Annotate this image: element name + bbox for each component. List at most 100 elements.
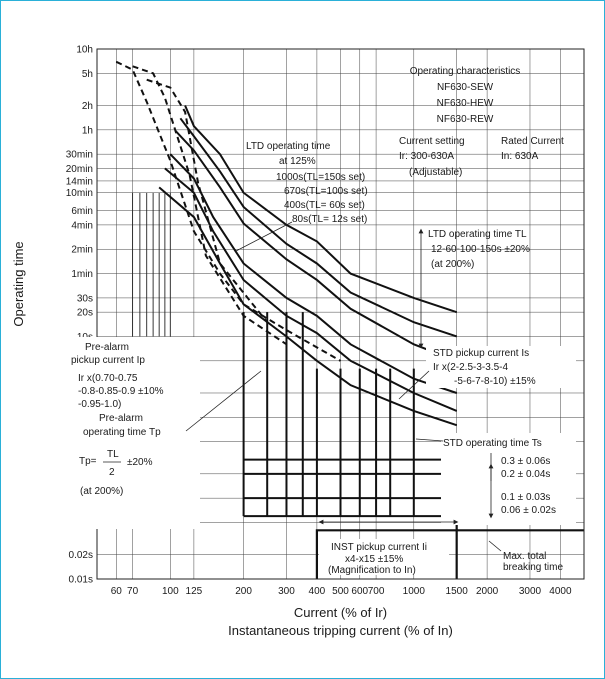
- prealarm-curve: [146, 78, 268, 323]
- prealarm-line-3: -0.95-1.0): [78, 399, 121, 410]
- ts-3: 0.1 ± 0.03s: [501, 492, 550, 503]
- y-tick-label: 10h: [76, 45, 93, 56]
- max-sub: breaking time: [503, 562, 563, 573]
- prealarm-sub: pickup current Ip: [71, 355, 145, 366]
- chart-title-line-3: NF630-HEW: [437, 98, 494, 109]
- x-tick-label: 100: [162, 586, 179, 597]
- x-axis-label: Current (% of Ir): [294, 605, 387, 620]
- y-tick-label: 6min: [71, 206, 93, 217]
- inst-box: [319, 539, 449, 575]
- plot-area: [96, 48, 585, 580]
- tp-denominator: 2: [109, 467, 115, 478]
- tp-numerator: TL: [107, 449, 119, 460]
- tp-lhs: Tp=: [79, 456, 97, 467]
- prealarm-title: Pre-alarm: [85, 342, 129, 353]
- std-pickup-title: STD pickup current Is: [433, 348, 529, 359]
- ltd-at: at 125%: [279, 156, 316, 167]
- max-breaking-annotation: Max. total breaking time: [488, 540, 563, 573]
- ts-2: 0.2 ± 0.04s: [501, 469, 550, 480]
- ltd-tl-at: (at 200%): [431, 259, 474, 270]
- x-tick-label: 2000: [476, 586, 499, 597]
- std-op-annotation: STD operating time Ts 0.3 ± 0.06s 0.2 ± …: [415, 433, 576, 525]
- std-pickup-box: [426, 346, 576, 388]
- ltd-leader: [235, 221, 293, 252]
- x-tick-label: 60: [111, 586, 123, 597]
- y-tick-label: 30s: [77, 293, 93, 304]
- x-tick-label: 70: [127, 586, 139, 597]
- std-pickup-line-2: -5-6-7-8-10) ±15%: [454, 376, 536, 387]
- ltd-annotation: LTD operating time at 125% 1000s(TL=150s…: [235, 141, 368, 252]
- ltd-curve: [174, 130, 458, 362]
- y-tick-label: 0.01s: [69, 575, 93, 586]
- ltd-tl-values: 12-60-100-150s ±20%: [431, 244, 530, 255]
- ltd-title: LTD operating time: [246, 141, 331, 152]
- max-title: Max. total: [503, 551, 546, 562]
- std-pickup-line-1: Ir x(2-2.5-3-3.5-4: [433, 362, 508, 373]
- x-tick-label: 200: [235, 586, 252, 597]
- max-leader: [488, 540, 502, 552]
- prealarm-op-box: [68, 409, 200, 529]
- y-tick-label: 10min: [66, 188, 93, 199]
- x-tick-label: 700: [368, 586, 385, 597]
- inst-title: INST pickup current Ii: [331, 542, 427, 553]
- inst-line-1: x4-x15 ±15%: [345, 554, 403, 565]
- std-op-leader: [415, 438, 444, 442]
- curves: [115, 60, 584, 579]
- x-tick-label: 125: [186, 586, 203, 597]
- std-pickup-annotation: STD pickup current Is Ir x(2-2.5-3-3.5-4…: [398, 346, 576, 400]
- ltd-400: 400s(TL= 60s set): [284, 200, 365, 211]
- ts-1: 0.3 ± 0.06s: [501, 456, 550, 467]
- rated-current-label: Rated Current: [501, 136, 564, 147]
- prealarm-line-1: Ir x(0.70-0.75: [78, 373, 138, 384]
- x-tick-label: 600: [351, 586, 368, 597]
- prealarm-annotation: Pre-alarm pickup current Ip Ir x(0.70-0.…: [68, 337, 200, 410]
- current-setting-value: Ir: 300-630A: [399, 151, 454, 162]
- title-block: Operating characteristics NF630-SEW NF63…: [399, 66, 564, 178]
- prealarm-op-sub: operating time Tp: [83, 427, 161, 438]
- x-axis-label-secondary: Instantaneous tripping current (% of In): [228, 623, 453, 638]
- x-tick-label: 4000: [549, 586, 572, 597]
- prealarm-box: [68, 337, 200, 409]
- tp-tolerance: ±20%: [127, 457, 153, 468]
- prealarm-op-title: Pre-alarm: [99, 413, 143, 424]
- ltd-curve: [164, 167, 458, 412]
- adjustable-label: (Adjustable): [409, 167, 462, 178]
- x-tick-label: 3000: [519, 586, 542, 597]
- ltd-tl-title: LTD operating time TL: [428, 229, 527, 240]
- inst-annotation: INST pickup current Ii x4-x15 ±15% (Magn…: [318, 519, 459, 576]
- y-tick-label: 5h: [82, 69, 93, 80]
- ltd-1000: 1000s(TL=150s set): [276, 172, 365, 183]
- y-tick-label: 14min: [66, 176, 93, 187]
- prealarm-curve: [132, 65, 288, 346]
- y-axis-label: Operating time: [11, 241, 26, 326]
- std-op-box: [441, 433, 576, 525]
- ltd-tl-annotation: LTD operating time TL 12-60-100-150s ±20…: [418, 228, 530, 349]
- y-tick-label: 0.02s: [69, 550, 93, 561]
- ltd-80: 80s(TL= 12s set): [292, 214, 367, 225]
- rated-current-value: In: 630A: [501, 151, 539, 162]
- std-op-title: STD operating time Ts: [443, 438, 542, 449]
- y-tick-label: 20s: [77, 308, 93, 319]
- x-tick-label: 500: [332, 586, 349, 597]
- std-pickup-leader: [398, 370, 430, 400]
- chart-title-line-1: Operating characteristics: [410, 66, 521, 77]
- x-tick-label: 1000: [403, 586, 426, 597]
- y-tick-label: 1min: [71, 269, 93, 280]
- prealarm-curve: [115, 60, 341, 362]
- x-tick-label: 400: [309, 586, 326, 597]
- ts-4: 0.06 ± 0.02s: [501, 505, 556, 516]
- ltd-670: 670s(TL=100s set): [284, 186, 368, 197]
- y-tick-label: 2h: [82, 101, 93, 112]
- x-tick-label: 300: [278, 586, 295, 597]
- ltd-curve: [179, 117, 457, 338]
- tp-at: (at 200%): [80, 486, 123, 497]
- inst-line-2: (Magnification to In): [328, 565, 416, 576]
- prealarm-op-leader: [185, 370, 262, 432]
- y-tick-label: 4min: [71, 220, 93, 231]
- prealarm-op-annotation: Pre-alarm operating time Tp Tp= TL 2 ±20…: [68, 370, 262, 529]
- inst-pickup-region: [315, 529, 458, 579]
- chart-title-line-4: NF630-REW: [437, 114, 494, 125]
- x-tick-label: 1500: [446, 586, 469, 597]
